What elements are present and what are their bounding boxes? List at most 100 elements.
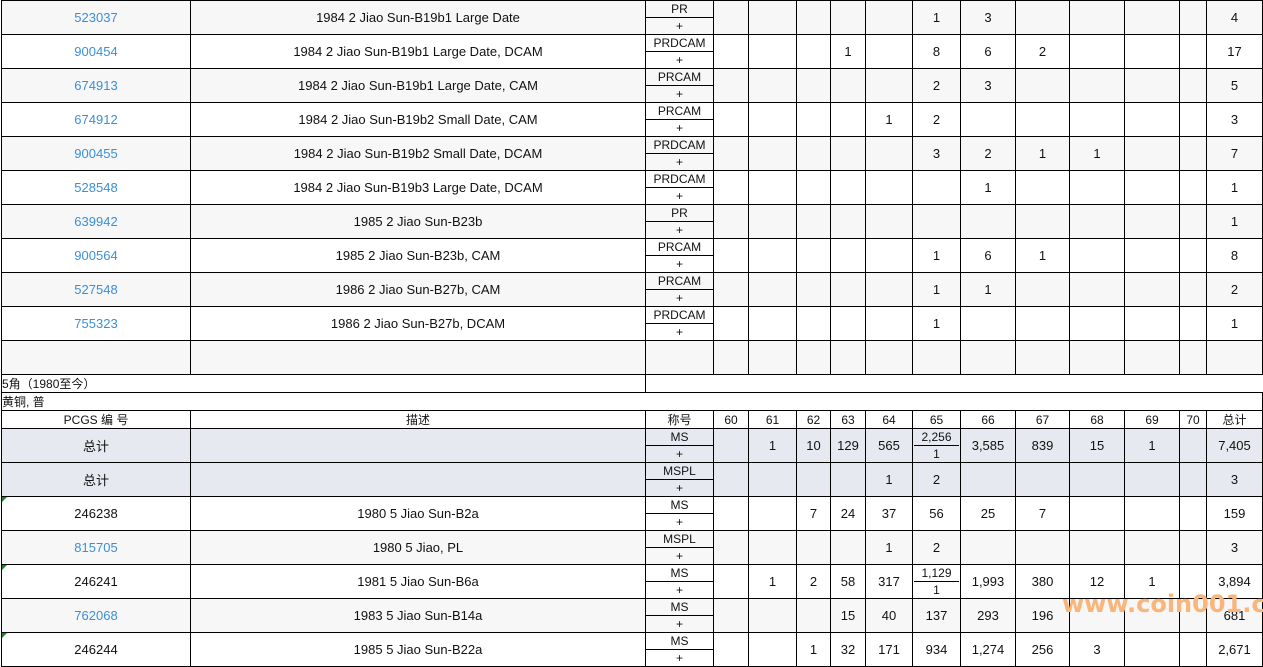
table-row: 900455 1984 2 Jiao Sun-B19b2 Small Date, … xyxy=(1,136,1263,171)
description-cell xyxy=(190,462,646,497)
pcgs-number-link[interactable]: 762068 xyxy=(74,608,118,623)
designation-cell: PRDCAM + xyxy=(645,34,714,69)
pcgs-number-link[interactable]: 639942 xyxy=(74,214,118,229)
designation-cell: MS + xyxy=(645,632,714,667)
designation-label: MS xyxy=(646,498,713,514)
grade-60-cell xyxy=(713,102,749,137)
grade-68-cell xyxy=(1069,170,1125,205)
grade-67-cell: 380 xyxy=(1015,564,1070,599)
table-row: 755323 1986 2 Jiao Sun-B27b, DCAM PRDCAM +1… xyxy=(1,306,1263,341)
total-cell: 17 xyxy=(1206,34,1263,69)
pcgs-number-link[interactable]: 528548 xyxy=(74,180,118,195)
table-row: 900564 1985 2 Jiao Sun-B23b, CAM PRCAM +1 6 1… xyxy=(1,238,1263,273)
grade-65-cell: 2 xyxy=(912,102,961,137)
description-cell: 1985 5 Jiao Sun-B22a xyxy=(190,632,646,667)
description-cell: 1985 2 Jiao Sun-B23b, CAM xyxy=(190,238,646,273)
grade-69-cell xyxy=(1124,530,1180,565)
pcgs-number-link[interactable]: 674912 xyxy=(74,112,118,127)
grade-60-cell xyxy=(713,34,749,69)
designation-plus: + xyxy=(675,155,683,169)
total-cell: 159 xyxy=(1206,496,1263,531)
pcgs-number-cell: 总计 xyxy=(1,428,191,463)
pcgs-number: 246241 xyxy=(74,574,118,589)
grade-60-cell xyxy=(713,136,749,171)
total-cell: 7,405 xyxy=(1206,428,1263,463)
grade-69-cell xyxy=(1124,102,1180,137)
pcgs-number-link[interactable]: 900454 xyxy=(74,44,118,59)
designation-label: PRCAM xyxy=(646,274,713,290)
pcgs-number-link[interactable]: 527548 xyxy=(74,282,118,297)
grade-65-cell: 1 xyxy=(912,0,961,35)
grade-plus-count: 1 xyxy=(933,447,940,461)
pcgs-number-link[interactable]: 815705 xyxy=(74,540,118,555)
grade-64-cell: 565 xyxy=(865,428,913,463)
pcgs-number-link[interactable]: 900455 xyxy=(74,146,118,161)
designation-label: PRDCAM xyxy=(646,308,713,324)
grade-60-cell xyxy=(713,496,749,531)
grade-67-cell xyxy=(1015,170,1070,205)
spacer-row xyxy=(1,340,1263,375)
grade-64-cell xyxy=(865,170,913,205)
description-cell xyxy=(190,428,646,463)
grade-66-cell: 293 xyxy=(960,598,1016,633)
grade-68-cell xyxy=(1069,272,1125,307)
pcgs-number: 246238 xyxy=(74,506,118,521)
designation-cell: PRCAM + xyxy=(645,68,714,103)
grade-plus-count: 1 xyxy=(933,583,940,597)
pcgs-number-link[interactable]: 674913 xyxy=(74,78,118,93)
designation-label: MSPL xyxy=(646,532,713,548)
grade-67-cell xyxy=(1015,530,1070,565)
designation-plus: + xyxy=(675,87,683,101)
grade-64-cell: 37 xyxy=(865,496,913,531)
designation-cell: MS + xyxy=(645,564,714,599)
grade-62-cell: 7 xyxy=(796,496,831,531)
grade-60-cell xyxy=(713,0,749,35)
designation-plus: + xyxy=(675,223,683,237)
description-cell: 1981 5 Jiao Sun-B6a xyxy=(190,564,646,599)
grade-63-cell: 58 xyxy=(830,564,866,599)
table-row: 246244 1985 5 Jiao Sun-B22a MS +1 32 171 934 1,… xyxy=(1,632,1263,667)
grade-61-cell xyxy=(748,530,797,565)
grade-64-cell xyxy=(865,272,913,307)
grade-67-cell: 2 xyxy=(1015,34,1070,69)
pcgs-number: 总计 xyxy=(82,473,109,488)
total-cell: 8 xyxy=(1206,238,1263,273)
grade-64-cell xyxy=(865,136,913,171)
grade-60-cell xyxy=(713,564,749,599)
pcgs-number-link[interactable]: 900564 xyxy=(74,248,118,263)
header-description: 描述 xyxy=(190,410,646,429)
designation-plus: + xyxy=(675,325,683,339)
pcgs-number-cell: 762068 xyxy=(1,598,191,633)
grade-66-cell: 1 xyxy=(960,170,1016,205)
grade-70-cell xyxy=(1179,462,1207,497)
grade-60-cell xyxy=(713,306,749,341)
grade-62-cell xyxy=(796,34,831,69)
pcgs-number-link[interactable]: 755323 xyxy=(74,316,118,331)
grade-65-cell: 56 xyxy=(912,496,961,531)
grade-67-cell: 7 xyxy=(1015,496,1070,531)
grade-65-cell: 2 xyxy=(912,530,961,565)
designation-cell: MSPL + xyxy=(645,530,714,565)
grade-64-cell xyxy=(865,204,913,239)
grade-60-cell xyxy=(713,632,749,667)
designation-cell: PR + xyxy=(645,0,714,35)
grade-70-cell xyxy=(1179,204,1207,239)
grade-62-cell xyxy=(796,598,831,633)
pcgs-number-link[interactable]: 523037 xyxy=(74,10,118,25)
grade-69-cell xyxy=(1124,462,1180,497)
grade-68-cell: 3 xyxy=(1069,632,1125,667)
header-grade-67: 67 xyxy=(1015,410,1070,429)
grade-64-cell xyxy=(865,306,913,341)
designation-label: PR xyxy=(646,206,713,222)
header-grade-69: 69 xyxy=(1124,410,1180,429)
grade-66-cell: 3 xyxy=(960,68,1016,103)
description-cell: 1980 5 Jiao, PL xyxy=(190,530,646,565)
grade-64-cell: 1 xyxy=(865,530,913,565)
blank xyxy=(645,374,1263,393)
grade-66-cell: 2 xyxy=(960,136,1016,171)
section-title: 5角（1980至今） xyxy=(1,374,646,393)
designation-cell: MS + xyxy=(645,428,714,463)
grade-67-cell: 256 xyxy=(1015,632,1070,667)
total-cell: 1 xyxy=(1206,204,1263,239)
total-cell: 5 xyxy=(1206,68,1263,103)
